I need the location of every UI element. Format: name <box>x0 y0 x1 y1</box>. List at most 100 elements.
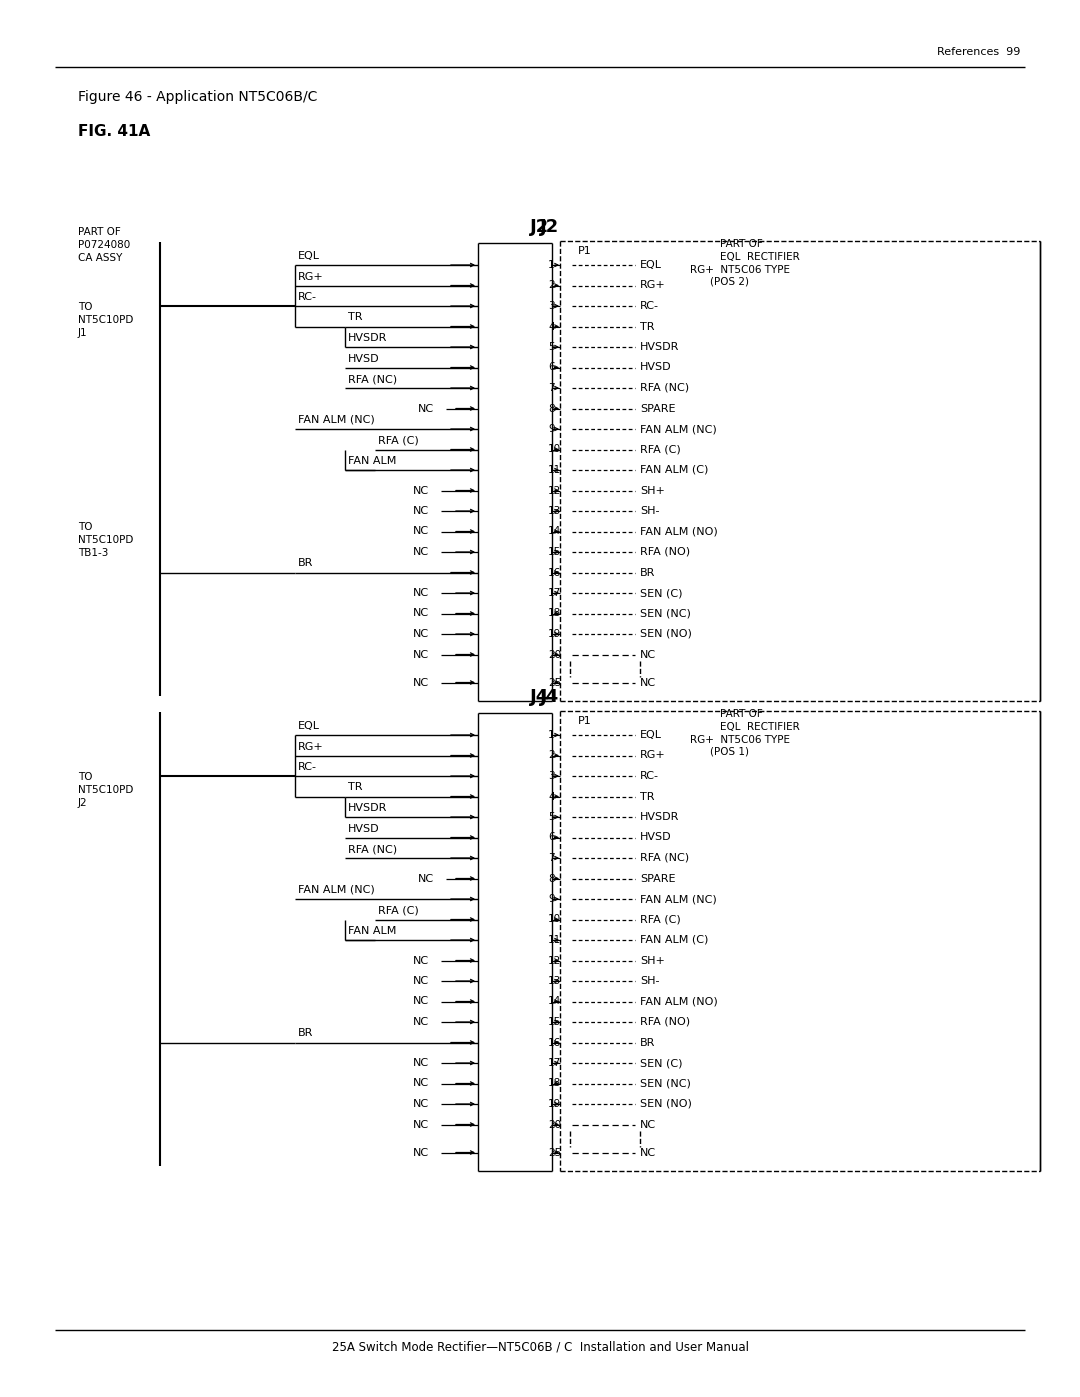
Text: NC: NC <box>413 650 429 659</box>
Text: RFA (NC): RFA (NC) <box>348 374 397 384</box>
Text: EQL  RECTIFIER: EQL RECTIFIER <box>720 251 800 263</box>
Text: BR: BR <box>298 559 313 569</box>
Text: 7: 7 <box>548 854 555 863</box>
Text: TO: TO <box>78 302 93 312</box>
Text: NC: NC <box>413 1099 429 1109</box>
Text: 16: 16 <box>548 567 562 577</box>
Text: 3: 3 <box>548 300 555 312</box>
Text: 5: 5 <box>548 342 555 352</box>
Text: RG+: RG+ <box>298 271 324 282</box>
Text: HVSD: HVSD <box>348 353 380 363</box>
Text: FIG. 41A: FIG. 41A <box>78 124 150 140</box>
Text: 1: 1 <box>548 731 555 740</box>
Text: J4: J4 <box>540 687 559 705</box>
Text: NC: NC <box>418 873 434 883</box>
Text: NC: NC <box>413 506 429 515</box>
Text: NC: NC <box>413 609 429 619</box>
Text: RG+: RG+ <box>298 742 324 752</box>
Text: 17: 17 <box>548 588 562 598</box>
Text: 4: 4 <box>548 321 555 331</box>
Text: NC: NC <box>413 486 429 496</box>
Text: 4: 4 <box>548 792 555 802</box>
Text: HVSDR: HVSDR <box>640 342 679 352</box>
Text: EQL: EQL <box>298 721 320 731</box>
Text: RC-: RC- <box>640 300 659 312</box>
Text: RFA (NO): RFA (NO) <box>640 1017 690 1027</box>
Text: P1: P1 <box>578 717 592 726</box>
Text: NC: NC <box>413 956 429 965</box>
Text: FAN ALM: FAN ALM <box>348 926 396 936</box>
Text: NT5C10PD: NT5C10PD <box>78 785 133 795</box>
Text: SPARE: SPARE <box>640 873 675 883</box>
Text: RFA (NO): RFA (NO) <box>640 548 690 557</box>
Text: RC-: RC- <box>640 771 659 781</box>
Text: NC: NC <box>640 650 657 659</box>
Text: NC: NC <box>413 977 429 986</box>
Text: 19: 19 <box>548 629 562 638</box>
Text: TR: TR <box>348 313 363 323</box>
Text: NC: NC <box>413 1058 429 1067</box>
Text: 1: 1 <box>548 260 555 270</box>
Text: RFA (C): RFA (C) <box>378 436 419 446</box>
Text: SH+: SH+ <box>640 486 665 496</box>
Text: J1: J1 <box>78 328 87 338</box>
Text: 16: 16 <box>548 1038 562 1048</box>
Text: HVSDR: HVSDR <box>348 332 388 344</box>
Text: CA ASSY: CA ASSY <box>78 253 122 263</box>
Text: 10: 10 <box>548 444 562 454</box>
Text: EQL: EQL <box>640 260 662 270</box>
Text: FAN ALM (NO): FAN ALM (NO) <box>640 527 718 536</box>
Text: EQL  RECTIFIER: EQL RECTIFIER <box>720 722 800 732</box>
Text: NT5C10PD: NT5C10PD <box>78 535 133 545</box>
Text: NC: NC <box>413 527 429 536</box>
Text: P1: P1 <box>578 246 592 256</box>
Text: 17: 17 <box>548 1058 562 1067</box>
Text: TB1-3: TB1-3 <box>78 548 108 557</box>
Text: HVSD: HVSD <box>640 362 672 373</box>
Text: 6: 6 <box>548 362 555 373</box>
Text: BR: BR <box>298 1028 313 1038</box>
Text: 11: 11 <box>548 935 562 944</box>
Text: FAN ALM (C): FAN ALM (C) <box>640 465 708 475</box>
Text: SH-: SH- <box>640 506 660 515</box>
Text: NC: NC <box>413 629 429 638</box>
Text: (POS 2): (POS 2) <box>710 277 750 286</box>
Text: NC: NC <box>413 678 429 687</box>
Text: SEN (NC): SEN (NC) <box>640 1078 691 1088</box>
Text: BR: BR <box>640 567 656 577</box>
Text: RG+  NT5C06 TYPE: RG+ NT5C06 TYPE <box>690 265 789 275</box>
Text: 20: 20 <box>548 1119 562 1130</box>
Text: 18: 18 <box>548 1078 562 1088</box>
Text: RFA (NC): RFA (NC) <box>640 383 689 393</box>
Text: SEN (NO): SEN (NO) <box>640 629 692 638</box>
Text: 2: 2 <box>548 750 555 760</box>
Text: NC: NC <box>413 1017 429 1027</box>
Text: 12: 12 <box>548 486 562 496</box>
Text: Figure 46 - Application NT5C06B/C: Figure 46 - Application NT5C06B/C <box>78 89 318 103</box>
Text: 13: 13 <box>548 506 562 515</box>
Text: 18: 18 <box>548 609 562 619</box>
Text: 6: 6 <box>548 833 555 842</box>
Text: HVSDR: HVSDR <box>348 803 388 813</box>
Text: J2: J2 <box>78 798 87 807</box>
Text: 12: 12 <box>548 956 562 965</box>
Text: FAN ALM (NC): FAN ALM (NC) <box>640 425 717 434</box>
Text: NT5C10PD: NT5C10PD <box>78 314 133 326</box>
Text: J2: J2 <box>530 218 550 236</box>
Text: 13: 13 <box>548 977 562 986</box>
Text: 15: 15 <box>548 548 562 557</box>
Text: SH-: SH- <box>640 977 660 986</box>
Text: EQL: EQL <box>640 731 662 740</box>
Text: 25: 25 <box>548 678 562 687</box>
Text: 11: 11 <box>548 465 562 475</box>
Text: 8: 8 <box>548 873 555 883</box>
Text: NC: NC <box>413 588 429 598</box>
Text: RC-: RC- <box>298 761 318 773</box>
Text: 2: 2 <box>548 281 555 291</box>
Text: FAN ALM (NC): FAN ALM (NC) <box>640 894 717 904</box>
Text: FAN ALM (NC): FAN ALM (NC) <box>298 886 375 895</box>
Text: 9: 9 <box>548 894 555 904</box>
Text: 5: 5 <box>548 812 555 821</box>
Text: PART OF: PART OF <box>720 239 762 249</box>
Text: RC-: RC- <box>298 292 318 302</box>
